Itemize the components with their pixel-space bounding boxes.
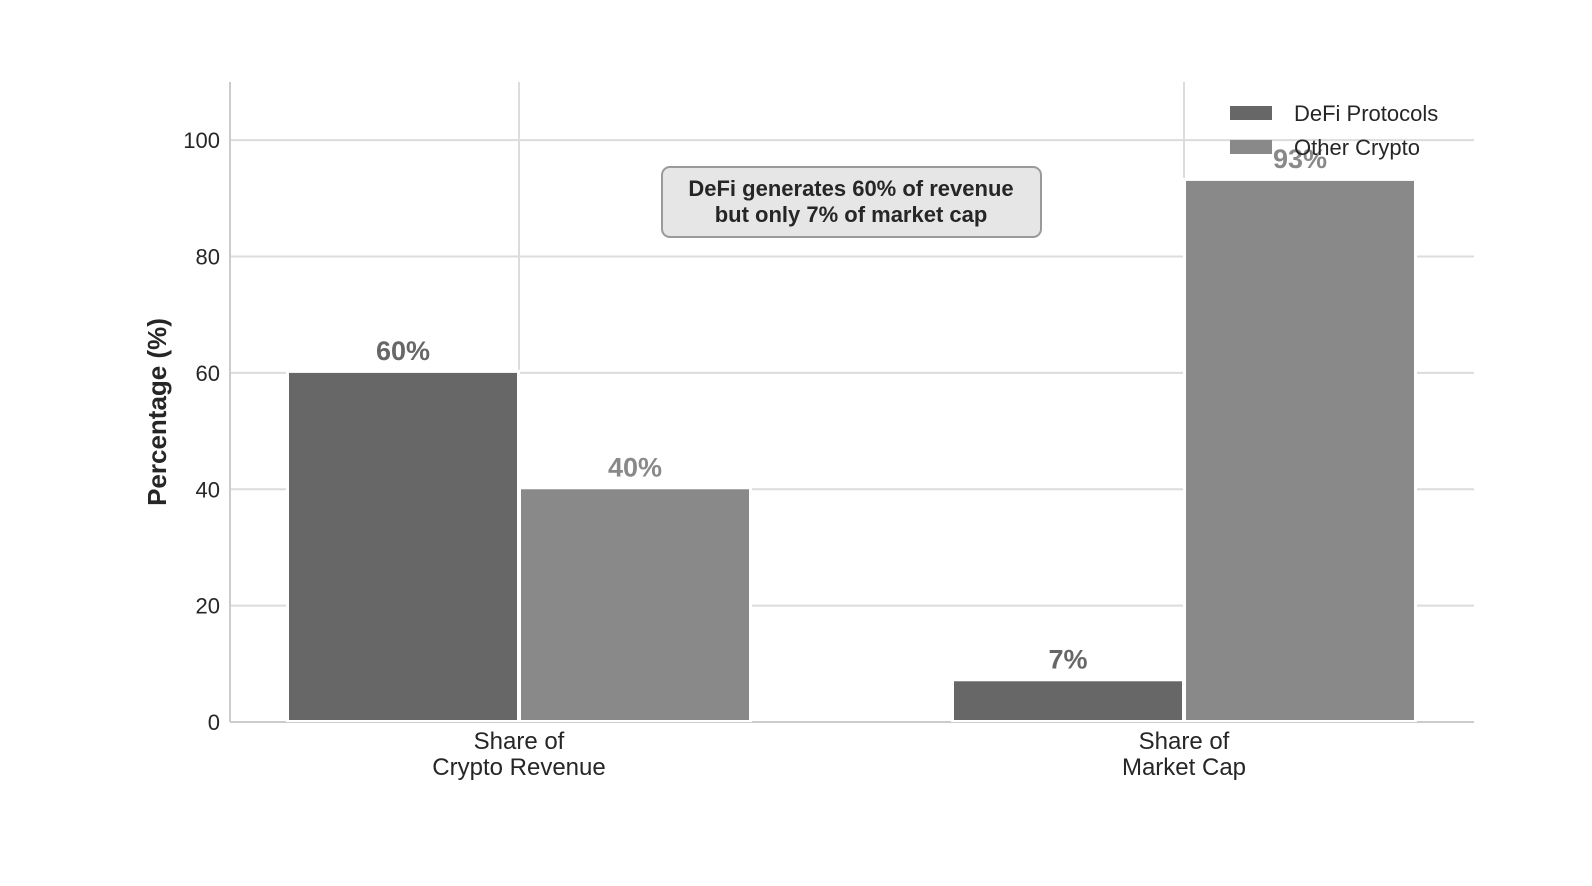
y-tick-label: 80: [196, 245, 220, 270]
legend: DeFi Protocols Other Crypto: [1230, 101, 1438, 160]
y-tick-label: 20: [196, 594, 220, 619]
data-labels: 60% 7% 40% 93%: [376, 144, 1327, 674]
bar: [1186, 180, 1414, 721]
legend-swatch: [1230, 106, 1272, 120]
bar: [289, 372, 517, 720]
annotation-text: DeFi generates 60% of revenue but only 7%…: [688, 176, 1013, 227]
annotation-box: DeFi generates 60% of revenue but only 7%…: [661, 166, 1042, 238]
y-tick-label: 100: [183, 128, 220, 153]
axis-ticks: 0 20 40 60 80 100 Share of Crypto Revenue Share …: [183, 128, 1246, 781]
bar-value-label: 93%: [1273, 144, 1327, 174]
y-tick-label: 40: [196, 477, 220, 502]
annotation-background: [661, 166, 1042, 238]
bar-value-label: 7%: [1048, 644, 1087, 674]
legend-swatch: [1230, 140, 1272, 154]
bar-value-label: 60%: [376, 336, 430, 366]
bar: [954, 681, 1182, 720]
x-tick-label: Share of Market Cap: [1122, 728, 1246, 781]
legend-label: DeFi Protocols: [1294, 101, 1438, 126]
y-tick-label: 0: [208, 710, 220, 735]
y-tick-label: 60: [196, 361, 220, 386]
y-axis-title: Percentage (%): [142, 318, 172, 506]
legend-label: Other Crypto: [1294, 135, 1420, 160]
bars: [286, 177, 1417, 723]
bar-value-label: 40%: [608, 452, 662, 482]
x-tick-label: Share of Crypto Revenue: [432, 728, 605, 781]
bar: [521, 489, 749, 720]
